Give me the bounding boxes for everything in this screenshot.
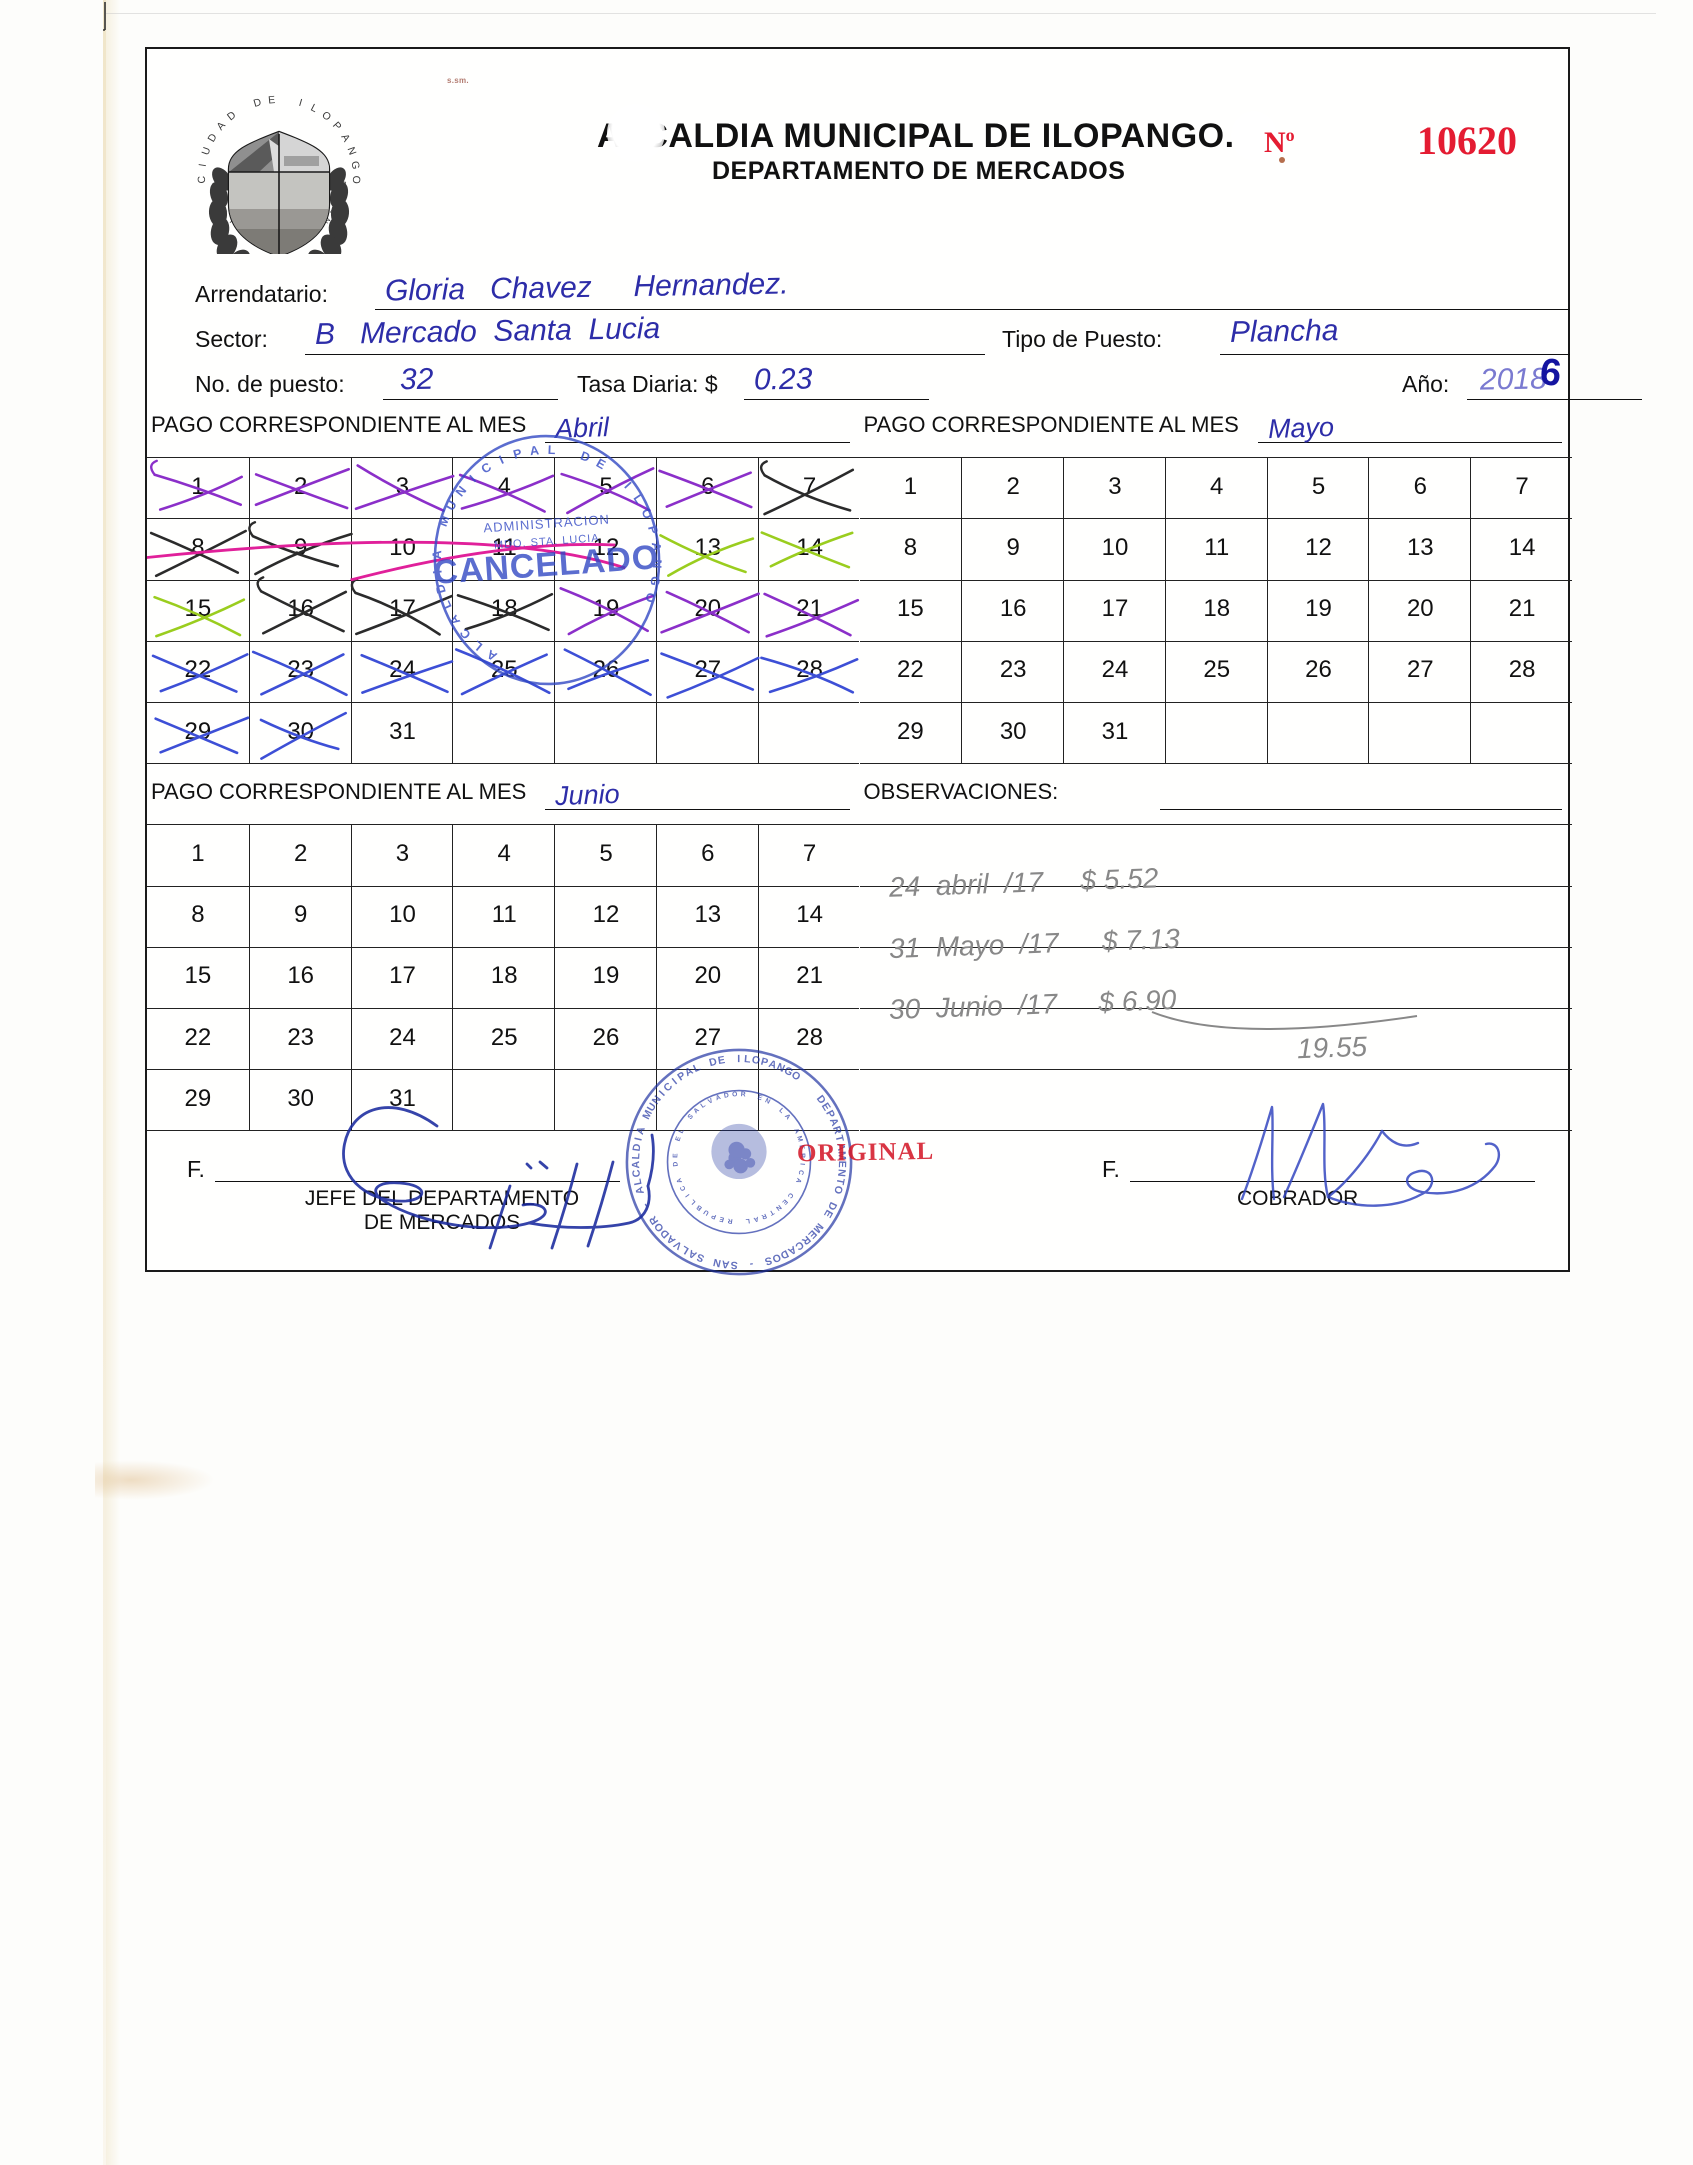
svg-text:U: U: [703, 1208, 711, 1217]
svg-text:A: A: [485, 647, 500, 664]
svg-text:S: S: [687, 1113, 696, 1121]
svg-text:N: N: [764, 1097, 772, 1106]
svg-text:E: E: [718, 1215, 725, 1223]
svg-text:O: O: [350, 175, 362, 184]
svg-text:L: L: [689, 1198, 697, 1206]
svg-text:N: N: [835, 1168, 848, 1177]
svg-text:C: C: [797, 1169, 805, 1175]
svg-text:L: L: [548, 443, 557, 457]
svg-text:E: E: [780, 1198, 789, 1206]
svg-text:L: L: [630, 1152, 642, 1160]
svg-text:N: N: [712, 1256, 722, 1269]
svg-text:L: L: [631, 1177, 644, 1186]
svg-text:R: R: [760, 1212, 767, 1220]
svg-text:C: C: [786, 1191, 795, 1199]
svg-text:O: O: [732, 1091, 738, 1098]
svg-text:L: L: [745, 1217, 750, 1225]
svg-text:L: L: [700, 1102, 707, 1110]
svg-text:D: D: [631, 1143, 644, 1153]
svg-text:E: E: [594, 456, 608, 472]
svg-text:A: A: [783, 1113, 792, 1121]
svg-text:T: T: [767, 1208, 775, 1217]
svg-text:A: A: [529, 443, 540, 458]
svg-text:A: A: [792, 1128, 800, 1135]
svg-text:-: -: [749, 1258, 754, 1270]
svg-text:P: P: [330, 120, 344, 133]
svg-text:I: I: [197, 163, 209, 168]
svg-text:D: D: [579, 449, 592, 465]
svg-text:D: D: [252, 96, 263, 110]
svg-text:O: O: [319, 109, 333, 123]
svg-text:P: P: [710, 1212, 717, 1220]
svg-text:I: I: [297, 97, 303, 109]
svg-text:L: L: [309, 102, 320, 115]
svg-text:I: I: [633, 1136, 645, 1142]
svg-text:I: I: [467, 472, 479, 485]
svg-text:B: B: [695, 1203, 703, 1212]
svg-text:A: A: [693, 1107, 701, 1116]
svg-text:L: L: [678, 1128, 686, 1135]
svg-text:E: E: [756, 1094, 763, 1102]
svg-text:N: N: [774, 1203, 782, 1212]
svg-text:A: A: [634, 1125, 648, 1136]
svg-text:R: R: [741, 1091, 746, 1098]
svg-text:G: G: [349, 160, 362, 170]
svg-text:N: N: [345, 146, 359, 157]
svg-text:E: E: [717, 1054, 726, 1067]
svg-text:I: I: [684, 1192, 691, 1198]
svg-text:V: V: [707, 1097, 715, 1106]
svg-text:P: P: [645, 524, 661, 536]
svg-text:C: C: [679, 1184, 688, 1192]
svg-text:O: O: [831, 1184, 845, 1195]
svg-text:C: C: [630, 1169, 643, 1178]
svg-text:D: D: [723, 1092, 729, 1100]
svg-text:L: L: [777, 1107, 785, 1115]
svg-text:ADMINISTRACION: ADMINISTRACION: [483, 512, 610, 536]
svg-text:D: D: [225, 109, 239, 123]
svg-text:A: A: [794, 1177, 802, 1184]
svg-text:A: A: [753, 1215, 760, 1223]
svg-text:I: I: [737, 1053, 740, 1065]
svg-text:C: C: [196, 175, 208, 183]
svg-text:D: D: [206, 131, 220, 144]
svg-text:R: R: [727, 1217, 733, 1225]
svg-text:A: A: [715, 1094, 722, 1102]
svg-text:A: A: [214, 120, 228, 133]
svg-text:A: A: [338, 132, 352, 144]
svg-text:D: D: [672, 1161, 679, 1167]
svg-text:s.sm.: s.sm.: [447, 76, 469, 85]
svg-text:-: -: [639, 1201, 652, 1210]
svg-text:S: S: [730, 1259, 738, 1271]
svg-text:E: E: [268, 94, 276, 107]
svg-text:C: C: [457, 626, 473, 642]
svg-text:I: I: [497, 453, 506, 467]
svg-text:P: P: [512, 446, 524, 462]
svg-text:A: A: [676, 1177, 684, 1184]
svg-text:C: C: [479, 460, 494, 477]
svg-text:U: U: [200, 146, 214, 157]
svg-text:E: E: [675, 1135, 683, 1142]
svg-text:E: E: [672, 1153, 679, 1158]
svg-text:A: A: [630, 1160, 642, 1168]
